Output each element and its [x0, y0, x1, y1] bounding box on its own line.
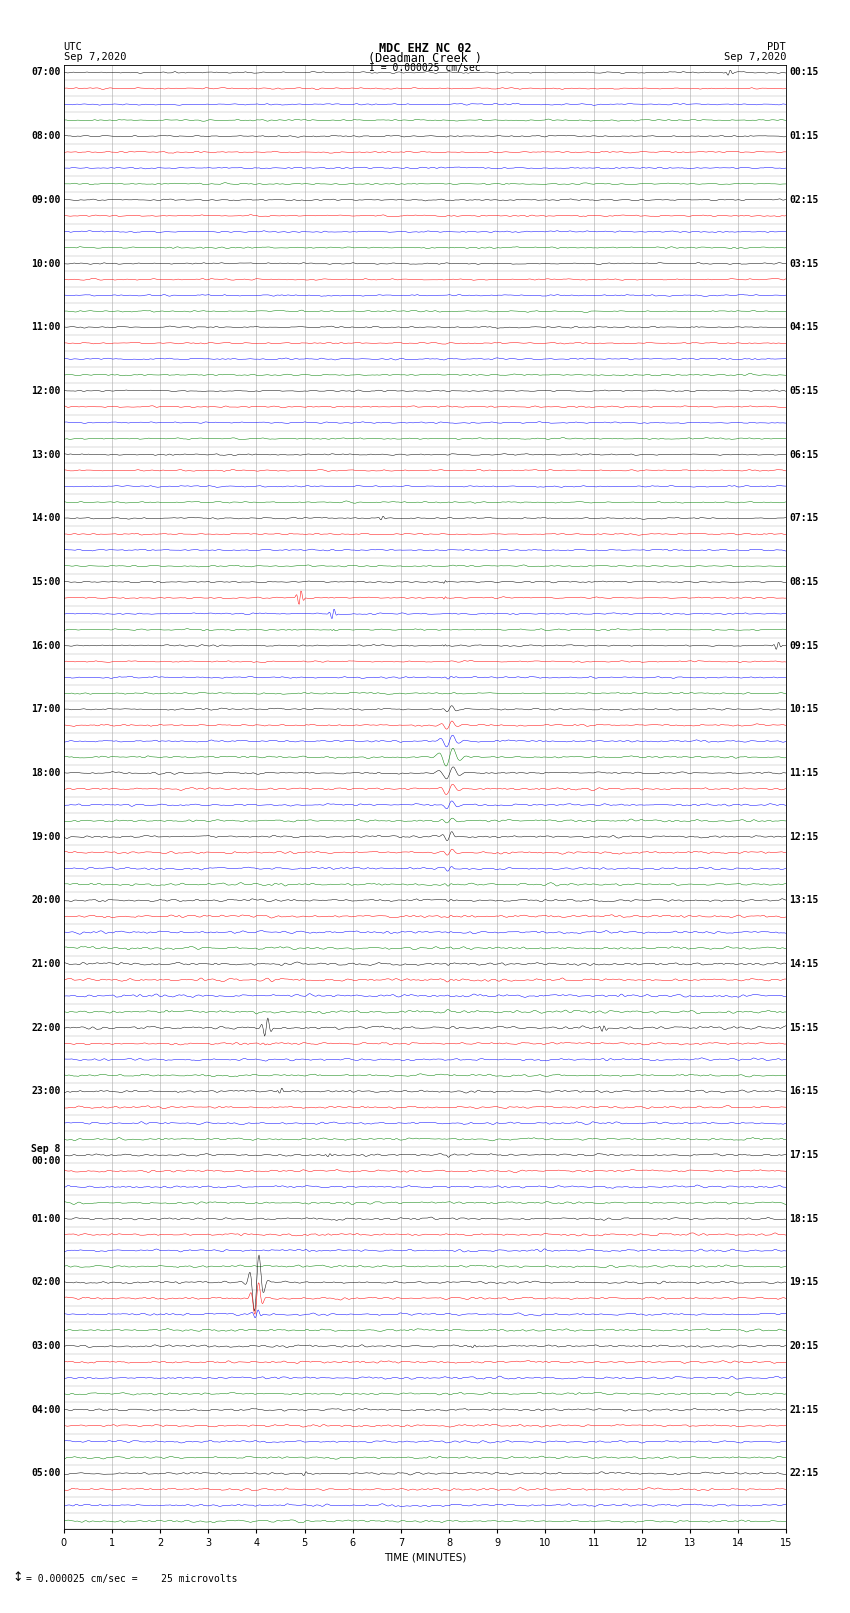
Text: MDC EHZ NC 02: MDC EHZ NC 02	[379, 42, 471, 55]
Text: 21:15: 21:15	[789, 1405, 819, 1415]
Text: 23:00: 23:00	[31, 1086, 61, 1097]
Text: 16:15: 16:15	[789, 1086, 819, 1097]
X-axis label: TIME (MINUTES): TIME (MINUTES)	[384, 1552, 466, 1563]
Text: 14:00: 14:00	[31, 513, 61, 523]
Text: 17:00: 17:00	[31, 705, 61, 715]
Text: 13:00: 13:00	[31, 450, 61, 460]
Text: 13:15: 13:15	[789, 895, 819, 905]
Text: = 0.000025 cm/sec =    25 microvolts: = 0.000025 cm/sec = 25 microvolts	[26, 1574, 237, 1584]
Text: 11:00: 11:00	[31, 323, 61, 332]
Text: 20:15: 20:15	[789, 1340, 819, 1352]
Text: ↕: ↕	[13, 1571, 23, 1584]
Text: 01:00: 01:00	[31, 1213, 61, 1224]
Text: 09:15: 09:15	[789, 640, 819, 650]
Text: 00:15: 00:15	[789, 68, 819, 77]
Text: Sep 7,2020: Sep 7,2020	[64, 52, 127, 61]
Text: 22:15: 22:15	[789, 1468, 819, 1479]
Text: 16:00: 16:00	[31, 640, 61, 650]
Text: 08:00: 08:00	[31, 131, 61, 142]
Text: 10:00: 10:00	[31, 258, 61, 268]
Text: 05:00: 05:00	[31, 1468, 61, 1479]
Text: 19:15: 19:15	[789, 1277, 819, 1287]
Text: 10:15: 10:15	[789, 705, 819, 715]
Text: 09:00: 09:00	[31, 195, 61, 205]
Text: 01:15: 01:15	[789, 131, 819, 142]
Text: 15:15: 15:15	[789, 1023, 819, 1032]
Text: 19:00: 19:00	[31, 832, 61, 842]
Text: 22:00: 22:00	[31, 1023, 61, 1032]
Text: 02:00: 02:00	[31, 1277, 61, 1287]
Text: 03:00: 03:00	[31, 1340, 61, 1352]
Text: 04:15: 04:15	[789, 323, 819, 332]
Text: 14:15: 14:15	[789, 960, 819, 969]
Text: 07:15: 07:15	[789, 513, 819, 523]
Text: 08:15: 08:15	[789, 577, 819, 587]
Text: 12:00: 12:00	[31, 386, 61, 395]
Text: PDT: PDT	[768, 42, 786, 52]
Text: 18:15: 18:15	[789, 1213, 819, 1224]
Text: 18:00: 18:00	[31, 768, 61, 777]
Text: 12:15: 12:15	[789, 832, 819, 842]
Text: I = 0.000025 cm/sec: I = 0.000025 cm/sec	[369, 63, 481, 73]
Text: 20:00: 20:00	[31, 895, 61, 905]
Text: 15:00: 15:00	[31, 577, 61, 587]
Text: 07:00: 07:00	[31, 68, 61, 77]
Text: 03:15: 03:15	[789, 258, 819, 268]
Text: 05:15: 05:15	[789, 386, 819, 395]
Text: 06:15: 06:15	[789, 450, 819, 460]
Text: 11:15: 11:15	[789, 768, 819, 777]
Text: (Deadman Creek ): (Deadman Creek )	[368, 52, 482, 65]
Text: 17:15: 17:15	[789, 1150, 819, 1160]
Text: Sep 8
00:00: Sep 8 00:00	[31, 1144, 61, 1166]
Text: 04:00: 04:00	[31, 1405, 61, 1415]
Text: 21:00: 21:00	[31, 960, 61, 969]
Text: Sep 7,2020: Sep 7,2020	[723, 52, 786, 61]
Text: UTC: UTC	[64, 42, 82, 52]
Text: 02:15: 02:15	[789, 195, 819, 205]
